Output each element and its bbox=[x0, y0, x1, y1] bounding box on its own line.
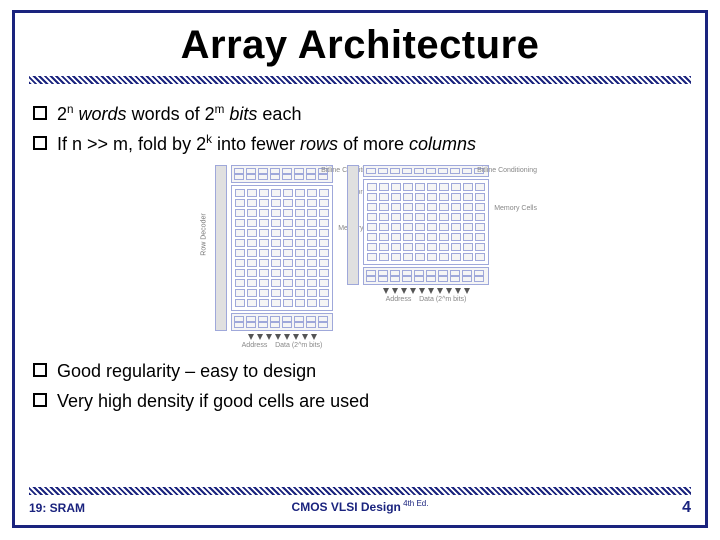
bullet-2-text: If n >> m, fold by 2k into fewer rows of… bbox=[57, 132, 687, 156]
b2-cols: columns bbox=[409, 134, 476, 154]
row-decoder-left bbox=[215, 165, 227, 331]
bullet-2: If n >> m, fold by 2k into fewer rows of… bbox=[33, 132, 687, 156]
footer-center: CMOS VLSI Design 4th Ed. bbox=[29, 499, 691, 514]
anno-data-text-left: Data (2^m bits) bbox=[275, 342, 322, 349]
bullet-box-icon bbox=[33, 106, 47, 120]
anno-addr-right: Address bbox=[386, 296, 412, 303]
diagrams-row: Row Decoder Bitline Conditioning Wordlin… bbox=[15, 165, 705, 349]
footer: 19: SRAM CMOS VLSI Design 4th Ed. 4 bbox=[29, 499, 691, 517]
b1-mid: words of 2 bbox=[132, 104, 215, 124]
b2-rows: rows bbox=[300, 134, 338, 154]
diagram-right: Bitline Conditioning Memory Cells Addres… bbox=[363, 165, 489, 349]
bullet-4: Very high density if good cells are used bbox=[33, 389, 687, 413]
bullet-box-icon bbox=[33, 393, 47, 407]
anno-data-left: Address Data (2^m bits) bbox=[242, 342, 323, 349]
title-divider bbox=[29, 76, 691, 84]
slide-title: Array Architecture bbox=[15, 23, 705, 68]
bullet-4-text: Very high density if good cells are used bbox=[57, 389, 687, 413]
slide-frame: Array Architecture 2n words words of 2m … bbox=[12, 10, 708, 528]
row-decoder-label-left: Row Decoder bbox=[201, 213, 208, 255]
footer-center-sup: 4th Ed. bbox=[401, 499, 429, 508]
b2-mid: into fewer bbox=[212, 134, 300, 154]
bullet-1: 2n words words of 2m bits each bbox=[33, 102, 687, 126]
bullet-3-text: Good regularity – easy to design bbox=[57, 359, 687, 383]
b1-words: words bbox=[79, 104, 127, 124]
diagram-left: Row Decoder Bitline Conditioning Wordlin… bbox=[231, 165, 333, 349]
anno-memory-right: Memory Cells bbox=[494, 205, 537, 212]
b1-pre: 2 bbox=[57, 104, 67, 124]
bottom-bullets: Good regularity – easy to design Very hi… bbox=[33, 359, 687, 414]
footer-divider bbox=[29, 487, 691, 495]
bullet-box-icon bbox=[33, 136, 47, 150]
anno-addr-left: Address bbox=[242, 342, 268, 349]
anno-data-text-right: Data (2^m bits) bbox=[419, 296, 466, 303]
b1-sup2: m bbox=[215, 103, 225, 116]
b1-sup1: n bbox=[67, 103, 74, 116]
footer-center-main: CMOS VLSI Design bbox=[292, 500, 401, 514]
b2-mid2: of more bbox=[338, 134, 409, 154]
b2-pre: If n >> m, fold by 2 bbox=[57, 134, 206, 154]
bullet-3: Good regularity – easy to design bbox=[33, 359, 687, 383]
b1-bits: bits bbox=[229, 104, 257, 124]
array-grid-right: Bitline Conditioning Memory Cells bbox=[363, 165, 489, 285]
data-arrows-right bbox=[383, 288, 470, 294]
anno-bitline-right: Bitline Conditioning bbox=[477, 167, 537, 174]
b1-each: each bbox=[262, 104, 301, 124]
bullet-1-text: 2n words words of 2m bits each bbox=[57, 102, 687, 126]
array-grid-left: Row Decoder Bitline Conditioning Wordlin… bbox=[231, 165, 333, 331]
row-decoder-right bbox=[347, 165, 359, 285]
anno-data-right: Address Data (2^m bits) bbox=[386, 296, 467, 303]
bullet-box-icon bbox=[33, 363, 47, 377]
top-bullets: 2n words words of 2m bits each If n >> m… bbox=[33, 102, 687, 157]
data-arrows-left bbox=[248, 334, 317, 340]
